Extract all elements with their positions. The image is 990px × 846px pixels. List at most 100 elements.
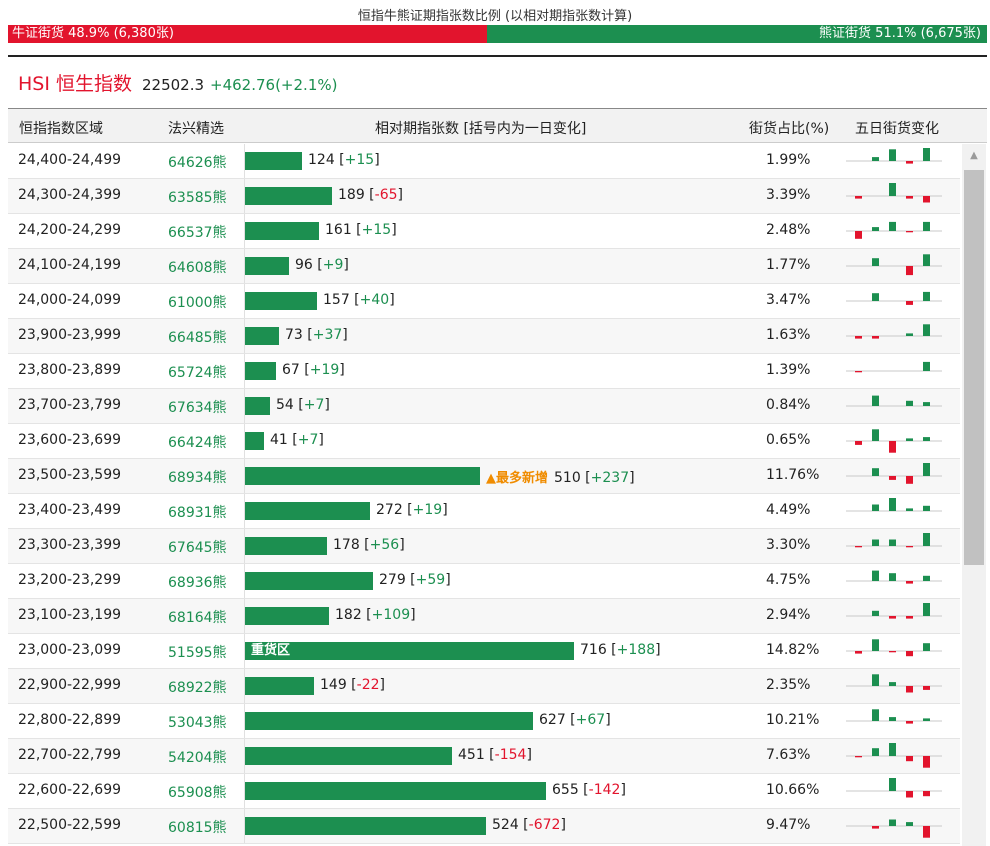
contracts-cell: 41 [+7] — [244, 424, 324, 458]
sparkline-bar — [855, 231, 862, 239]
scroll-thumb[interactable] — [964, 170, 984, 565]
table-row[interactable]: 22,900-22,999 68922熊 149 [-22] 2.35% — [8, 669, 960, 704]
contracts-change: +15 — [344, 152, 375, 168]
warrant-code-link[interactable]: 68922熊 — [168, 680, 227, 696]
table-row[interactable]: 23,100-23,199 68164熊 182 [+109] 2.94% — [8, 599, 960, 634]
range-cell: 23,500-23,599 — [18, 467, 122, 483]
contracts-value: 67 — [282, 362, 300, 378]
table-row[interactable]: 23,900-23,999 66485熊 73 [+37] 1.63% — [8, 319, 960, 354]
warrant-code-link[interactable]: 67634熊 — [168, 400, 227, 416]
contracts-label: 655 [-142] — [552, 782, 626, 798]
sparkline-bar — [906, 508, 913, 511]
table-row[interactable]: 24,100-24,199 64608熊 96 [+9] 1.77% — [8, 249, 960, 284]
sparkline-bar — [923, 324, 930, 336]
warrant-code-link[interactable]: 51595熊 — [168, 645, 227, 661]
warrant-code-link[interactable]: 68934熊 — [168, 470, 227, 486]
table-row[interactable]: 22,500-22,599 60815熊 524 [-672] 9.47% — [8, 809, 960, 844]
contracts-value: 157 — [323, 292, 350, 308]
contracts-label: 157 [+40] — [323, 292, 395, 308]
table-row[interactable]: 22,600-22,699 65908熊 655 [-142] 10.66% — [8, 774, 960, 809]
warrant-code-link[interactable]: 61000熊 — [168, 295, 227, 311]
range-cell: 23,300-23,399 — [18, 537, 122, 553]
vertical-scrollbar[interactable]: ▲ — [962, 144, 986, 846]
contracts-label: 41 [+7] — [270, 432, 324, 448]
contracts-bar — [245, 432, 264, 450]
most-added-note: ▲最多新增 — [486, 471, 548, 486]
warrant-code-link[interactable]: 66424熊 — [168, 435, 227, 451]
table-row[interactable]: 23,200-23,299 68936熊 279 [+59] 4.75% — [8, 564, 960, 599]
table-row[interactable]: 24,400-24,499 64626熊 124 [+15] 1.99% — [8, 144, 960, 179]
sparkline-bar — [872, 227, 879, 231]
contracts-value: 124 — [308, 152, 335, 168]
sparkline-bar — [906, 616, 913, 619]
warrant-code-link[interactable]: 65908熊 — [168, 785, 227, 801]
warrant-code-link[interactable]: 65724熊 — [168, 365, 227, 381]
contracts-label: 124 [+15] — [308, 152, 380, 168]
table-row[interactable]: 23,700-23,799 67634熊 54 [+7] 0.84% — [8, 389, 960, 424]
table-row[interactable]: 24,200-24,299 66537熊 161 [+15] 2.48% — [8, 214, 960, 249]
contracts-bar — [245, 747, 452, 765]
table-row[interactable]: 23,300-23,399 67645熊 178 [+56] 3.30% — [8, 529, 960, 564]
sparkline-bar — [906, 651, 913, 657]
contracts-value: 272 — [376, 502, 403, 518]
range-cell: 22,600-22,699 — [18, 782, 122, 798]
table-row[interactable]: 23,800-23,899 65724熊 67 [+19] 1.39% — [8, 354, 960, 389]
sparkline-bar — [889, 498, 896, 511]
contracts-bar — [245, 712, 533, 730]
warrant-code-link[interactable]: 68936熊 — [168, 575, 227, 591]
contracts-change: +7 — [297, 432, 319, 448]
sparkline-bar — [906, 476, 913, 484]
contracts-label: 272 [+19] — [376, 502, 448, 518]
sparkline-bar — [889, 651, 896, 653]
sparkline-bar — [923, 718, 930, 721]
sparkline-bar — [889, 183, 896, 196]
contracts-cell: 272 [+19] — [244, 494, 448, 528]
contracts-cell: 451 [-154] — [244, 739, 532, 773]
table-row[interactable]: 23,500-23,599 68934熊 ▲最多新增 510 [+237] 11.76% — [8, 459, 960, 494]
sparkline-bar — [872, 709, 879, 721]
warrant-code-link[interactable]: 66485熊 — [168, 330, 227, 346]
warrant-code-link[interactable]: 54204熊 — [168, 750, 227, 766]
contracts-bar — [245, 362, 276, 380]
table-row[interactable]: 24,000-24,099 61000熊 157 [+40] 3.47% — [8, 284, 960, 319]
warrant-code-link[interactable]: 68931熊 — [168, 505, 227, 521]
share-cell: 0.65% — [766, 432, 811, 448]
contracts-label: 182 [+109] — [335, 607, 416, 623]
table-row[interactable]: 22,700-22,799 54204熊 451 [-154] 7.63% — [8, 739, 960, 774]
sparkline-bar — [889, 476, 896, 480]
sparkline-bar — [872, 826, 879, 829]
warrant-code-link[interactable]: 66537熊 — [168, 225, 227, 241]
warrant-code-link[interactable]: 67645熊 — [168, 540, 227, 556]
table-row[interactable]: 23,400-23,499 68931熊 272 [+19] 4.49% — [8, 494, 960, 529]
sparkline-bar — [889, 616, 896, 619]
contracts-label: 73 [+37] — [285, 327, 348, 343]
sparkline-bar — [923, 505, 930, 511]
warrant-code-link[interactable]: 64626熊 — [168, 155, 227, 171]
warrant-code-link[interactable]: 63585熊 — [168, 190, 227, 206]
sparkline-bar — [923, 463, 930, 476]
table-row[interactable]: 23,000-23,099 51595熊 重货区 716 [+188] 14.82% — [8, 634, 960, 669]
contracts-label: 189 [-65] — [338, 187, 403, 203]
contracts-change: -22 — [356, 677, 380, 693]
table-row[interactable]: 23,600-23,699 66424熊 41 [+7] 0.65% — [8, 424, 960, 459]
contracts-cell: 96 [+9] — [244, 249, 349, 283]
contracts-cell: 73 [+37] — [244, 319, 348, 353]
table-row[interactable]: 22,800-22,899 53043熊 627 [+67] 10.21% — [8, 704, 960, 739]
five-day-sparkline — [846, 639, 942, 657]
contracts-change: +59 — [415, 572, 446, 588]
warrant-code-link[interactable]: 64608熊 — [168, 260, 227, 276]
contracts-bar — [245, 642, 574, 660]
warrant-code-link[interactable]: 68164熊 — [168, 610, 227, 626]
range-cell: 22,500-22,599 — [18, 817, 122, 833]
share-cell: 2.48% — [766, 222, 811, 238]
table-row[interactable]: 24,300-24,399 63585熊 189 [-65] 3.39% — [8, 179, 960, 214]
sparkline-bar — [872, 429, 879, 441]
contracts-label: 279 [+59] — [379, 572, 451, 588]
sparkline-bar — [855, 371, 862, 373]
warrant-code-link[interactable]: 60815熊 — [168, 820, 227, 836]
triangle-up-icon[interactable]: ▲ — [970, 150, 978, 161]
five-day-sparkline — [846, 183, 942, 203]
sparkline-bar — [906, 231, 913, 233]
share-cell: 2.94% — [766, 607, 811, 623]
warrant-code-link[interactable]: 53043熊 — [168, 715, 227, 731]
